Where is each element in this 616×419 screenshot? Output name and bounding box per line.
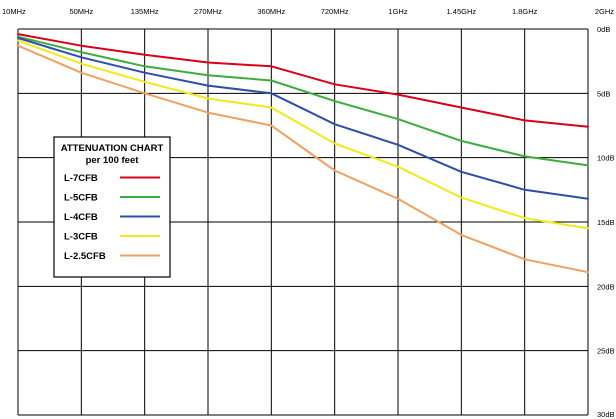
x-tick-label: 10MHz bbox=[2, 7, 26, 16]
series-line-l-3cfb bbox=[17, 39, 589, 230]
series-line-l-7cfb bbox=[17, 33, 589, 128]
legend-items: L-7CFB L-5CFB L-4CFB L-3CFB L-2.5CFB bbox=[64, 173, 160, 262]
y-tick-label: 30dB bbox=[597, 410, 615, 419]
x-axis-ticks: 10MHz 50MHz 135MHz 270MHz 360MHz 720MHz 1GHz 1.… bbox=[2, 7, 614, 16]
legend: ATTENUATION CHART per 100 feet L-7CFB L-5… bbox=[53, 136, 171, 278]
series-line-l-4cfb bbox=[17, 37, 589, 200]
legend-label: L-3CFB bbox=[64, 232, 98, 243]
y-axis-ticks: 0dB 5dB 10dB 15dB 20dB 25dB 30dB bbox=[597, 25, 615, 419]
x-tick-label: 720MHz bbox=[321, 7, 349, 16]
y-tick-label: 5dB bbox=[597, 89, 610, 98]
legend-label: L-4CFB bbox=[64, 212, 98, 223]
y-tick-label: 15dB bbox=[597, 218, 615, 227]
legend-box bbox=[53, 136, 171, 278]
y-tick-label: 10dB bbox=[597, 154, 615, 163]
legend-label: L-7CFB bbox=[64, 173, 98, 184]
y-tick-label: 25dB bbox=[597, 347, 615, 356]
legend-label: L-2.5CFB bbox=[64, 251, 106, 262]
series-lines bbox=[17, 33, 589, 274]
x-tick-label: 1.45GHz bbox=[447, 7, 477, 16]
x-tick-label: 360MHz bbox=[257, 7, 285, 16]
legend-label: L-5CFB bbox=[64, 193, 98, 204]
y-tick-label: 20dB bbox=[597, 282, 615, 291]
x-tick-label: 135MHz bbox=[131, 7, 159, 16]
grid bbox=[17, 28, 589, 416]
legend-subtitle: per 100 feet bbox=[86, 155, 140, 166]
series-line-l-2-5cfb bbox=[17, 44, 589, 274]
series-line-l-5cfb bbox=[17, 35, 589, 167]
x-tick-label: 270MHz bbox=[194, 7, 222, 16]
x-tick-label: 50MHz bbox=[69, 7, 93, 16]
x-tick-label: 1.8GHz bbox=[512, 7, 538, 16]
x-tick-label: 2GHz bbox=[595, 7, 614, 16]
x-tick-label: 1GHz bbox=[388, 7, 407, 16]
legend-title: ATTENUATION CHART bbox=[61, 143, 164, 154]
y-tick-label: 0dB bbox=[597, 25, 610, 34]
